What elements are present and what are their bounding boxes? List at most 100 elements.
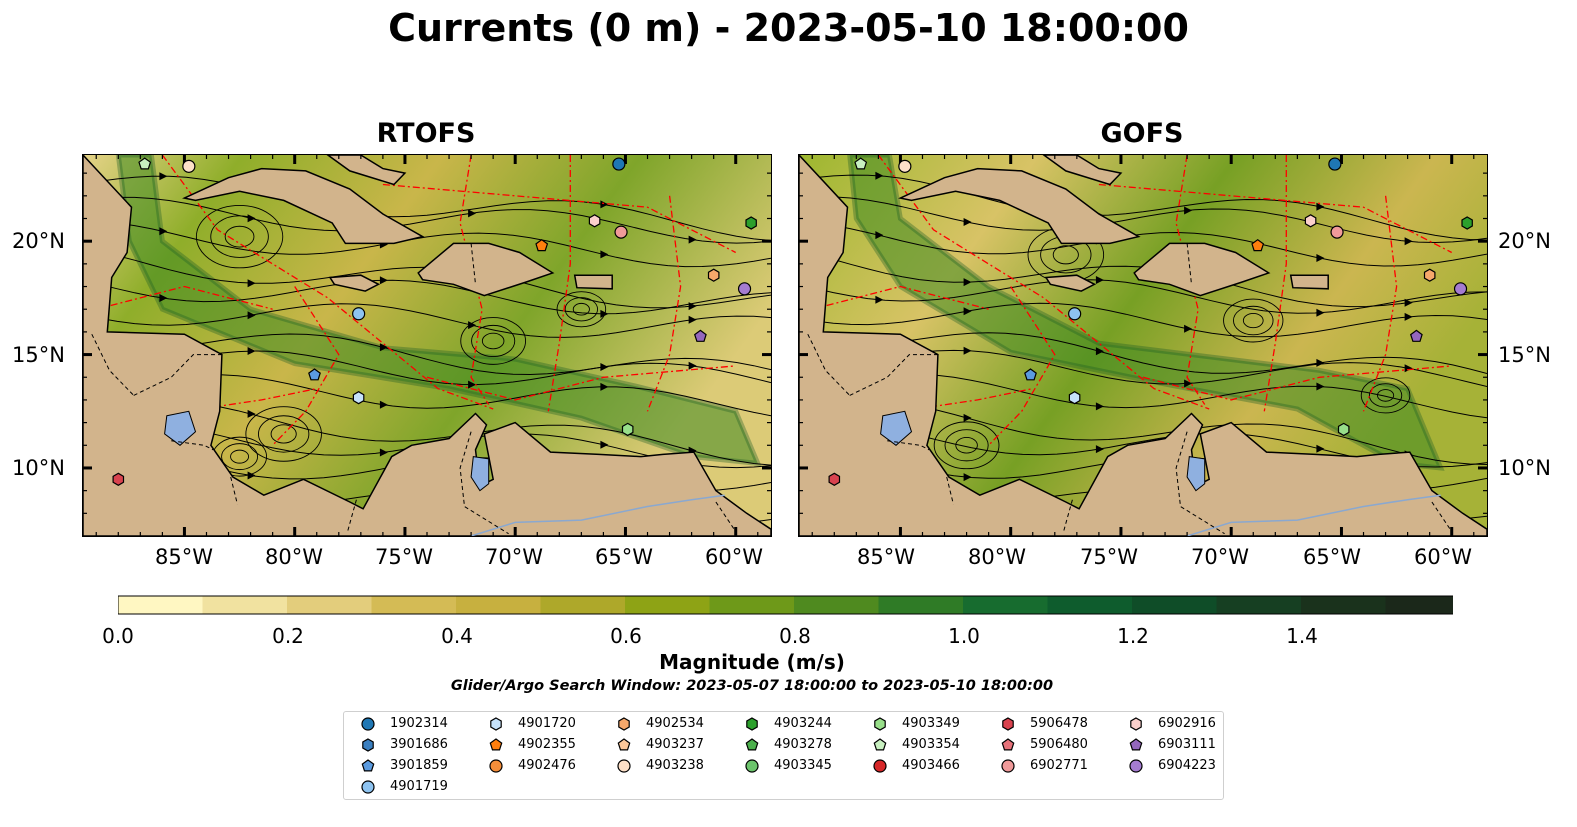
streamline-arrow [600, 440, 609, 449]
legend: 1902314 3901686 3901859 4901719 4901720 49023… [343, 711, 1224, 800]
colorbar-segment [456, 596, 541, 614]
pentagon-marker-icon [873, 738, 887, 751]
colorbar-tick: 0.0 [102, 624, 134, 648]
river [470, 494, 725, 536]
streamline-arrow [688, 235, 697, 244]
hexagon-marker-icon [490, 717, 502, 731]
lon-label-85w-rtofs: 85°W [155, 545, 213, 569]
float-marker-6903111 [693, 329, 707, 342]
land-bahamas [326, 155, 407, 186]
lat-label-15n-right: 15°N [1498, 343, 1551, 367]
circle-marker-icon [489, 759, 503, 773]
float-marker-3901859 [1024, 368, 1037, 381]
float-marker-4902534 [707, 268, 720, 282]
streamline-arrow [1316, 308, 1325, 317]
streamline-arrow [600, 309, 609, 318]
eez-line [96, 285, 273, 310]
lake [1186, 456, 1206, 492]
streamline-arrow [1095, 275, 1104, 284]
streamline-arrow [247, 409, 256, 418]
eez-line [382, 183, 736, 254]
border-line [1063, 499, 1073, 532]
legend-label: 4903354 [902, 737, 960, 752]
hexagon-marker-icon [618, 717, 630, 731]
float-marker-4901720 [1068, 391, 1081, 405]
eddy-streamline [1360, 377, 1411, 414]
streamline-arrow [247, 347, 256, 356]
search-window-text: Glider/Argo Search Window: 2023-05-07 18… [450, 678, 1054, 694]
legend-label: 6903111 [1158, 737, 1216, 752]
colorbar-segment [1385, 596, 1453, 614]
streamline-arrow [875, 295, 884, 304]
river [1186, 494, 1441, 536]
current-jet [118, 155, 758, 464]
colorbar-segment [202, 596, 288, 614]
streamline-arrow [468, 380, 477, 389]
legend-label: 1902314 [390, 716, 448, 731]
lon-label-80w-rtofs: 80°W [265, 545, 323, 569]
pentagon-marker-icon [1129, 738, 1143, 751]
colorbar-tick: 0.2 [272, 624, 304, 648]
streamline-arrow [963, 473, 972, 482]
border-line [133, 354, 222, 396]
circle-marker-icon [745, 759, 759, 773]
float-marker-4903244 [745, 216, 757, 230]
streamline-arrow [875, 231, 884, 240]
circle-marker-icon [361, 717, 375, 731]
float-marker-3901859 [308, 368, 321, 381]
float-marker-4903349 [1337, 422, 1350, 437]
lake [470, 456, 490, 492]
colorbar-label: Magnitude (m/s) [659, 650, 845, 674]
streamline-arrow [247, 311, 256, 320]
legend-label: 4902534 [646, 716, 704, 731]
streamline-arrow [159, 227, 168, 236]
border-line [715, 501, 737, 532]
figure-title: Currents (0 m) - 2023-05-10 18:00:00 [388, 6, 1189, 50]
eez-line [161, 155, 494, 410]
colorbar-tick: 0.6 [610, 624, 642, 648]
eddy-streamline [1233, 305, 1274, 336]
float-marker-4903238 [182, 159, 196, 173]
float-marker-6902916 [588, 214, 601, 228]
legend-label: 4903238 [646, 758, 704, 773]
eez-line [877, 155, 1210, 410]
streamline-arrow [1404, 298, 1413, 307]
eddy-streamline [955, 437, 978, 454]
streamline-arrow [1184, 206, 1193, 215]
colorbar-outline [118, 595, 1453, 615]
streamline-arrow [963, 346, 972, 355]
lake [164, 410, 197, 446]
streamline [83, 303, 771, 338]
colorbar-tick: 0.8 [779, 624, 811, 648]
legend-label: 4902355 [518, 737, 576, 752]
float-marker-1902314 [1328, 157, 1342, 171]
legend-label: 5906480 [1030, 737, 1088, 752]
legend-label: 4901719 [390, 779, 448, 794]
border-line [347, 499, 357, 532]
circle-marker-icon [1001, 759, 1015, 773]
colorbar-segment [540, 596, 626, 614]
float-marker-5906478 [828, 472, 841, 486]
pentagon-marker-icon [745, 738, 759, 751]
legend-label: 6904223 [1158, 758, 1216, 773]
axis-minor-ticks [799, 155, 1487, 536]
streamline-arrow [1316, 202, 1325, 211]
land-bahamas [1042, 155, 1123, 186]
border-line [849, 354, 938, 396]
streamline-arrow [963, 217, 972, 226]
eddy-streamline [1368, 383, 1403, 408]
legend-label: 4902476 [518, 758, 576, 773]
colorbar-segment [625, 596, 710, 614]
country-borders [807, 243, 1453, 535]
land-cuba [898, 167, 1141, 245]
eez-line [426, 365, 736, 401]
circle-marker-icon [617, 759, 631, 773]
streamline [83, 279, 771, 315]
current-jet-core [847, 155, 1445, 471]
eddy-streamline [1223, 298, 1284, 343]
colorbar-segment [963, 596, 1048, 614]
colorbar-segment [371, 596, 457, 614]
streamline-arrow [875, 171, 884, 180]
streamline-arrow [1404, 312, 1413, 321]
eez-line [1142, 365, 1452, 401]
